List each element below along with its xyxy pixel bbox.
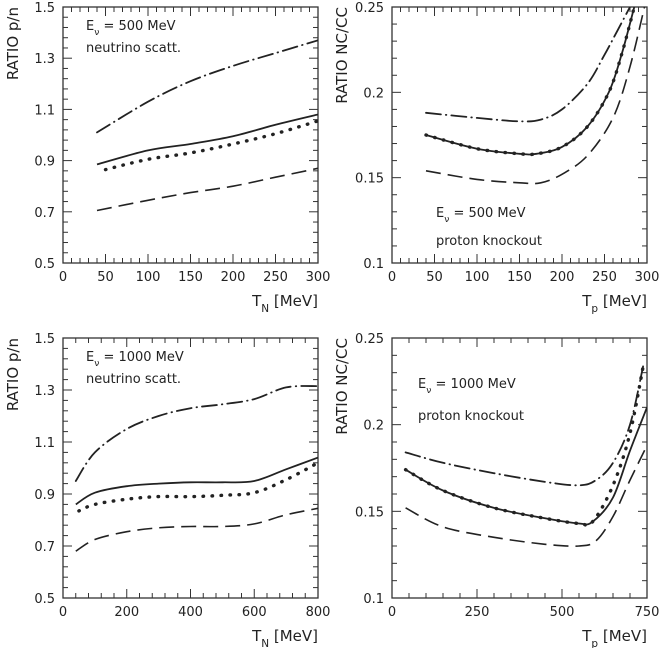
x-tick-label: 50: [97, 270, 114, 285]
y-tick-label: 1.5: [34, 1, 55, 16]
panel-1: 0 50 100 150 200 250 300 0.5 0.7 0.9 1.1 1.3 1.5 TN […: [4, 1, 330, 315]
annotation-2: neutrino scatt.: [86, 372, 181, 387]
panel-3: 0 200 400 600 800 0.5 0.7 0.9 1.1 1.3 1.5 TN [MeV] R…: [4, 332, 330, 648]
y-tick-label: 0.15: [355, 505, 384, 520]
x-tick-label: 200: [221, 270, 246, 285]
series-dashed-curve: [405, 445, 647, 547]
x-axis-title: TN [MeV]: [251, 627, 318, 648]
y-tick-label: 0.7: [34, 540, 55, 555]
series-solid-curve: [405, 406, 647, 526]
y-tick-label: 0.7: [34, 206, 55, 221]
annotation-2: proton knockout: [418, 409, 524, 424]
annotation-1: Eν = 500 MeV: [86, 19, 176, 38]
x-tick-label: 150: [507, 270, 532, 285]
annotation-1: Eν = 1000 MeV: [418, 377, 516, 396]
x-tick-label: 600: [242, 605, 267, 620]
x-tick-label: 500: [550, 605, 575, 620]
y-tick-label: 1.1: [34, 436, 55, 451]
curves: [424, 7, 646, 185]
x-tick-label: 0: [59, 270, 67, 285]
x-tick-label: 50: [426, 270, 443, 285]
series-dashdot-curve: [74, 385, 318, 482]
annotation-2: neutrino scatt.: [86, 41, 181, 56]
annotation-1: Eν = 500 MeV: [436, 206, 526, 225]
plot-frame: [391, 337, 648, 599]
x-tick-label: 0: [59, 605, 67, 620]
curves: [74, 385, 318, 552]
series-solid-curve: [425, 7, 636, 156]
x-tick-label: 250: [592, 270, 617, 285]
y-tick-label: 1.3: [34, 384, 55, 399]
y-axis-title: RATIO p/n: [4, 338, 22, 411]
x-tick-label: 800: [306, 605, 331, 620]
y-tick-label: 0.25: [355, 332, 384, 347]
y-axis-title: RATIO NC/CC: [333, 338, 351, 435]
series-dotted-curve: [424, 7, 636, 157]
x-axis-title: Tp [MeV]: [581, 292, 647, 315]
y-tick-label: 1.5: [34, 332, 55, 347]
x-tick-label: 200: [550, 270, 575, 285]
x-tick-label: 0: [388, 270, 396, 285]
x-tick-label: 100: [465, 270, 490, 285]
annotation-2: proton knockout: [436, 234, 542, 249]
y-tick-label: 0.5: [34, 592, 55, 607]
series-dotted-curve: [103, 119, 318, 172]
series-dashdot-curve: [404, 363, 645, 487]
y-tick-label: 1.3: [34, 52, 55, 67]
y-tick-label: 0.1: [363, 592, 384, 607]
y-axis-title: RATIO p/n: [4, 7, 22, 80]
y-tick-label: 0.1: [363, 257, 384, 272]
y-tick-label: 0.15: [355, 172, 384, 187]
series-dashdot-curve: [425, 7, 631, 123]
x-tick-label: 750: [635, 605, 660, 620]
x-axis-title: Tp [MeV]: [581, 627, 647, 648]
y-tick-label: 0.5: [34, 257, 55, 272]
x-tick-label: 0: [388, 605, 396, 620]
x-tick-label: 300: [306, 270, 331, 285]
y-tick-label: 0.9: [34, 155, 55, 170]
y-tick-label: 1.1: [34, 103, 55, 118]
x-tick-label: 150: [178, 270, 203, 285]
series-solid-curve: [75, 456, 318, 506]
series-solid-curve: [96, 113, 318, 166]
x-tick-label: 200: [114, 605, 139, 620]
series-dashed-curve: [75, 507, 318, 552]
y-tick-label: 0.25: [355, 1, 384, 16]
x-tick-label: 400: [178, 605, 203, 620]
series-dashdot-curve: [96, 39, 318, 134]
y-tick-label: 0.9: [34, 488, 55, 503]
x-tick-label: 100: [136, 270, 161, 285]
panel-2: 0 50 100 150 200 250 300 0.1 0.15 0.2 0.25 Tp [MeV]…: [333, 1, 659, 315]
panel-4: 0 250 500 750 0.1 0.15 0.2 0.25 Tp [MeV] RATIO NC…: [333, 332, 659, 648]
series-dashed-curve: [425, 7, 646, 185]
series-dashed-curve: [96, 167, 318, 212]
curves: [96, 39, 318, 212]
y-tick-label: 0.2: [363, 86, 384, 101]
curves: [403, 362, 647, 547]
x-tick-label: 250: [465, 605, 490, 620]
annotation-1: Eν = 1000 MeV: [86, 350, 184, 369]
x-tick-label: 250: [263, 270, 288, 285]
series-dotted-curve: [77, 461, 318, 513]
x-tick-label: 300: [635, 270, 660, 285]
y-axis-title: RATIO NC/CC: [333, 7, 351, 104]
x-axis-title: TN [MeV]: [251, 292, 318, 315]
y-tick-label: 0.2: [363, 419, 384, 434]
